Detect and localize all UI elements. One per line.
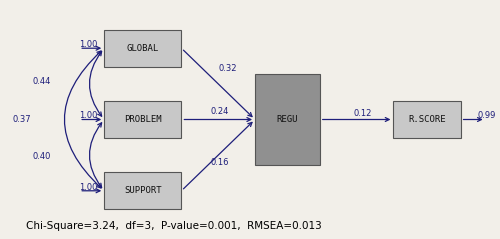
FancyBboxPatch shape	[255, 74, 320, 165]
Text: 0.37: 0.37	[12, 115, 31, 124]
Text: 0.32: 0.32	[218, 64, 237, 73]
Text: REGU: REGU	[276, 115, 298, 124]
FancyBboxPatch shape	[104, 172, 182, 209]
Text: R.SCORE: R.SCORE	[408, 115, 446, 124]
Text: 1.00: 1.00	[79, 111, 97, 120]
FancyBboxPatch shape	[104, 30, 182, 67]
Text: 0.40: 0.40	[32, 152, 51, 161]
Text: 0.24: 0.24	[211, 107, 230, 116]
Text: 1.00: 1.00	[79, 40, 97, 49]
Text: 0.99: 0.99	[478, 111, 496, 120]
Text: 0.16: 0.16	[211, 158, 230, 167]
Text: Chi-Square=3.24,  df=3,  P-value=0.001,  RMSEA=0.013: Chi-Square=3.24, df=3, P-value=0.001, RM…	[26, 221, 322, 231]
Text: 1.00: 1.00	[79, 183, 97, 192]
Text: PROBLEM: PROBLEM	[124, 115, 162, 124]
FancyBboxPatch shape	[394, 101, 460, 138]
Text: 0.44: 0.44	[32, 77, 51, 86]
Text: 0.12: 0.12	[353, 109, 372, 118]
Text: GLOBAL: GLOBAL	[126, 44, 159, 53]
FancyBboxPatch shape	[104, 101, 182, 138]
Text: SUPPORT: SUPPORT	[124, 186, 162, 195]
